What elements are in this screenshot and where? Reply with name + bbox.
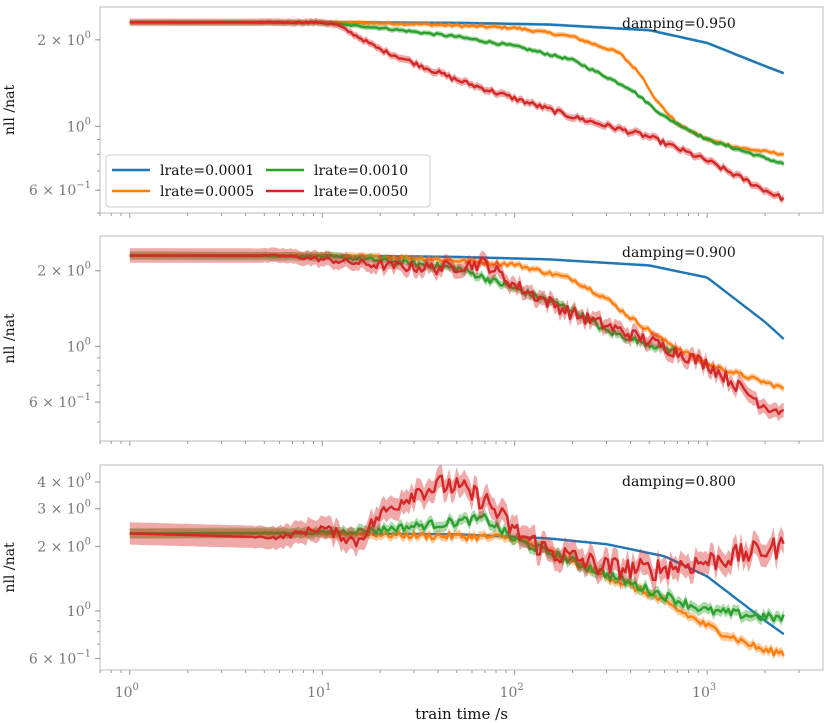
- x-axis-label: train time /s: [415, 705, 508, 723]
- legend-label: lrate=0.0005: [160, 184, 254, 200]
- y-axis-label: nll /nat: [2, 313, 18, 364]
- series-band-lrate=0.0010: [129, 19, 784, 167]
- series-line-lrate=0.0010: [129, 513, 785, 623]
- y-tick-label: 6 × 10−1: [29, 392, 91, 411]
- y-tick-label: 3 × 100: [37, 499, 91, 518]
- axes-frame: [99, 6, 824, 214]
- x-tick-label: 101: [307, 682, 331, 701]
- axes-frame: [99, 464, 824, 671]
- damping-annotation: damping=0.900: [622, 245, 736, 261]
- series-band-lrate=0.0001: [129, 532, 784, 636]
- series-band-lrate=0.0005: [129, 19, 784, 158]
- series-band-lrate=0.0005: [129, 527, 784, 661]
- panel-3: 4 × 100 3 × 100 2 × 100 100 6 × 10−1 nll /nat…: [2, 464, 824, 675]
- series-line-lrate=0.0005: [129, 20, 784, 156]
- plot-area: [129, 465, 785, 661]
- damping-annotation: damping=0.950: [622, 16, 736, 32]
- y-tick-label: 2 × 100: [37, 536, 91, 555]
- y-tick-label: 100: [67, 336, 91, 355]
- series-line-lrate=0.0050: [129, 253, 785, 416]
- legend-label: lrate=0.0050: [314, 184, 408, 200]
- panel-2: 2 × 100 100 6 × 10−1 nll /nat damping=0.900: [2, 235, 824, 446]
- x-tick-label: 102: [500, 682, 524, 701]
- y-tick-label: 2 × 100: [37, 261, 91, 280]
- damping-annotation: damping=0.800: [622, 474, 736, 490]
- series-band-lrate=0.0010: [129, 509, 784, 627]
- axes-frame: [99, 235, 824, 442]
- y-axis-label: nll /nat: [2, 542, 18, 593]
- y-axis-label: nll /nat: [2, 85, 18, 136]
- legend-frame: [105, 154, 431, 208]
- legend-label: lrate=0.0001: [160, 163, 254, 179]
- y-tick-label: 100: [67, 601, 91, 620]
- panel-1: 2 × 100 100 6 × 10−1 nll /nat damping=0.950 l…: [2, 6, 824, 218]
- y-tick-label: 100: [67, 116, 91, 135]
- x-tick-label: 100: [115, 682, 139, 701]
- plot-area: [129, 17, 785, 204]
- legend: lrate=0.0001 lrate=0.0005 lrate=0.0010 lrat…: [105, 154, 431, 208]
- series-line-lrate=0.0050: [129, 474, 785, 582]
- legend-label: lrate=0.0010: [314, 163, 408, 179]
- plot-area: [129, 247, 785, 422]
- series-band-lrate=0.0050: [129, 465, 784, 591]
- y-tick-label: 6 × 10−1: [29, 648, 91, 667]
- series-line-lrate=0.0001: [129, 532, 785, 636]
- series-line-lrate=0.0010: [129, 21, 785, 166]
- y-tick-label: 6 × 10−1: [29, 180, 91, 199]
- series-line-lrate=0.0050: [129, 20, 785, 202]
- y-tick-label: 2 × 100: [37, 30, 91, 49]
- y-tick-label: 4 × 100: [37, 472, 91, 491]
- x-tick-label: 103: [692, 682, 716, 701]
- series-line-lrate=0.0005: [129, 530, 785, 657]
- series-band-lrate=0.0050: [129, 247, 784, 422]
